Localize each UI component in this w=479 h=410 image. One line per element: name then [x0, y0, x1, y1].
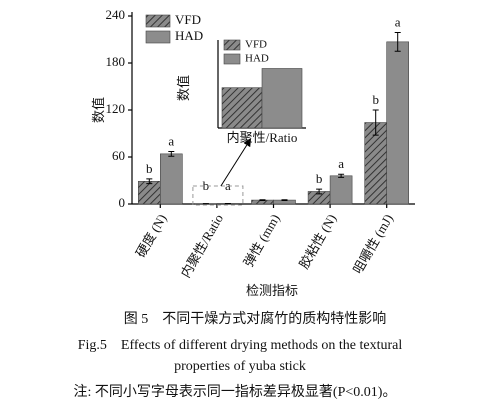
error-bar	[146, 178, 153, 185]
y-tick-label: 60	[112, 148, 125, 163]
caption-en: Fig.5 Effects of different drying method…	[78, 338, 403, 353]
y-tick-label: 120	[106, 101, 126, 116]
x-tick-label: 咀嚼性 (mJ)	[350, 211, 396, 276]
inset-legend-label: VFD	[245, 39, 267, 51]
legend-swatch	[145, 14, 171, 28]
y-tick-label: 0	[119, 195, 126, 210]
bar	[160, 153, 183, 205]
y-tick-label: 240	[106, 7, 126, 22]
error-bar	[338, 173, 345, 178]
bar	[138, 180, 161, 205]
error-bar	[316, 188, 323, 195]
inset-legend-swatch	[223, 39, 241, 51]
inset-legend-swatch	[223, 53, 241, 65]
y-tick-label: 180	[106, 54, 126, 69]
significance-label: a	[395, 14, 401, 29]
legend-label: VFD	[175, 12, 201, 27]
legend-swatch	[145, 30, 171, 44]
x-tick-label: 内聚性/Ratio	[178, 211, 226, 280]
significance-label: b	[146, 161, 153, 176]
significance-label: a	[225, 178, 231, 193]
caption-note: 注: 不同小写字母表示同一指标差异极显著(P<0.01)。	[74, 384, 397, 400]
significance-label: b	[203, 178, 210, 193]
error-bar	[394, 31, 401, 52]
x-axis-label: 检测指标	[246, 283, 298, 298]
y-axis-label: 数值	[91, 97, 106, 123]
bar	[386, 41, 410, 205]
x-tick-label: 胶粘性 (N)	[296, 211, 339, 271]
inset-y-label: 数值	[176, 75, 191, 101]
x-tick-label: 弹性 (mm)	[241, 211, 283, 269]
significance-label: a	[168, 134, 174, 149]
arrow	[220, 138, 252, 187]
bar	[329, 175, 353, 205]
significance-label: b	[372, 92, 379, 107]
inset-legend-label: HAD	[245, 53, 269, 65]
error-bar	[281, 199, 288, 201]
significance-label: a	[338, 156, 344, 171]
caption-cn: 图 5 不同干燥方式对腐竹的质构特性影响	[124, 310, 387, 327]
caption-en: properties of yuba stick	[174, 359, 306, 374]
error-bar	[372, 109, 379, 136]
error-bar	[168, 151, 175, 157]
legend-label: HAD	[175, 28, 203, 43]
error-bar	[259, 199, 266, 201]
inset-bar	[221, 87, 263, 129]
x-tick-label: 硬度 (N)	[133, 211, 170, 259]
significance-label: b	[316, 171, 323, 186]
inset-x-label: 内聚性/Ratio	[227, 130, 298, 145]
inset-bar	[261, 68, 303, 129]
highlight-box	[192, 185, 244, 206]
